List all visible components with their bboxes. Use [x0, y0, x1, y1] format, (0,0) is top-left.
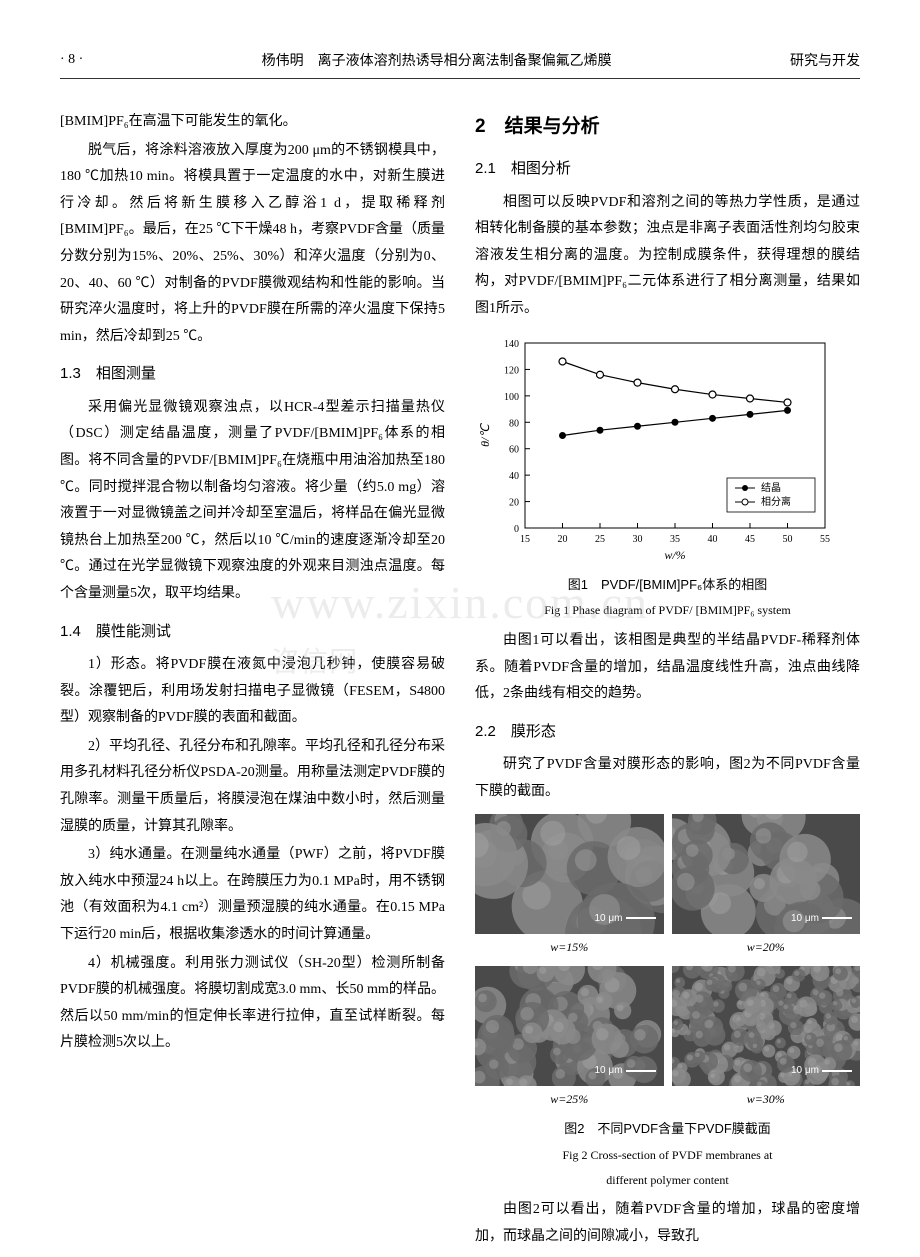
header-title: 杨伟明 离子液体溶剂热诱导相分离法制备聚偏氟乙烯膜: [262, 50, 612, 70]
body-text: [BMIM]PF₆在高温下可能发生的氧化。: [60, 109, 445, 136]
scale-bar: 10 μm: [595, 1061, 656, 1080]
sem-label: w=15%: [475, 936, 664, 959]
svg-text:20: 20: [509, 497, 519, 508]
sem-panel: 10 μm w=30%: [672, 966, 861, 1111]
subsection-2-2: 2.2 膜形态: [475, 718, 860, 747]
svg-text:35: 35: [670, 534, 680, 545]
figure-2-sem-grid: 10 μm w=15% 10 μm w=20% 10 μm w=25% 10 μ…: [475, 814, 860, 1112]
sem-panel: 10 μm w=25%: [475, 966, 664, 1111]
two-column-content: [BMIM]PF₆在高温下可能发生的氧化。 脱气后，将涂料溶液放入厚度为200 …: [60, 109, 860, 1253]
sem-image-w20: 10 μm: [672, 814, 861, 934]
svg-text:15: 15: [520, 534, 530, 545]
right-column: 2 结果与分析 2.1 相图分析 相图可以反映PVDF和溶剂之间的等热力学性质，…: [475, 109, 860, 1253]
svg-text:相分离: 相分离: [761, 495, 791, 508]
body-text: 3）纯水通量。在测量纯水通量（PWF）之前，将PVDF膜放入纯水中预湿24 h以…: [60, 842, 445, 948]
body-text: 2）平均孔径、孔径分布和孔隙率。平均孔径和孔径分布采用多孔材料孔径分析仪PSDA…: [60, 734, 445, 840]
figure-2-caption-en: Fig 2 Cross-section of PVDF membranes at: [475, 1144, 860, 1167]
svg-text:40: 40: [509, 471, 519, 482]
svg-text:60: 60: [509, 444, 519, 455]
sem-panel: 10 μm w=20%: [672, 814, 861, 959]
body-text: 1）形态。将PVDF膜在液氮中浸泡几秒钟，使膜容易破裂。涂覆钯后，利用场发射扫描…: [60, 652, 445, 732]
svg-text:45: 45: [745, 534, 755, 545]
svg-text:50: 50: [783, 534, 793, 545]
header-section: 研究与开发: [790, 50, 860, 70]
section-2: 2 结果与分析: [475, 109, 860, 145]
subsection-2-1: 2.1 相图分析: [475, 155, 860, 184]
subsection-1-4: 1.4 膜性能测试: [60, 618, 445, 647]
svg-text:55: 55: [820, 534, 830, 545]
svg-text:100: 100: [504, 391, 519, 402]
svg-text:结晶: 结晶: [761, 481, 781, 494]
svg-text:40: 40: [708, 534, 718, 545]
body-text: 由图2可以看出，随着PVDF含量的增加，球晶的密度增加，而球晶之间的间隙减小，导…: [475, 1197, 860, 1250]
scale-bar: 10 μm: [791, 909, 852, 928]
body-text: 由图1可以看出，该相图是典型的半结晶PVDF-稀释剂体系。随着PVDF含量的增加…: [475, 628, 860, 708]
sem-panel: 10 μm w=15%: [475, 814, 664, 959]
svg-text:0: 0: [514, 524, 519, 535]
scale-bar: 10 μm: [595, 909, 656, 928]
figure-1-caption-en: Fig 1 Phase diagram of PVDF/ [BMIM]PF₆ s…: [475, 599, 860, 622]
body-text: 相图可以反映PVDF和溶剂之间的等热力学性质，是通过相转化制备膜的基本参数；浊点…: [475, 190, 860, 323]
sem-image-w30: 10 μm: [672, 966, 861, 1086]
scale-bar: 10 μm: [791, 1061, 852, 1080]
subsection-1-3: 1.3 相图测量: [60, 360, 445, 389]
body-text: 脱气后，将涂料溶液放入厚度为200 μm的不锈钢模具中，180 ℃加热10 mi…: [60, 138, 445, 351]
body-text: 采用偏光显微镜观察浊点，以HCR-4型差示扫描量热仪（DSC）测定结晶温度，测量…: [60, 395, 445, 608]
figure-2-caption: 图2 不同PVDF含量下PVDF膜截面: [475, 1117, 860, 1142]
svg-text:θ/℃: θ/℃: [478, 422, 492, 446]
svg-text:20: 20: [558, 534, 568, 545]
svg-text:120: 120: [504, 365, 519, 376]
figure-1-caption: 图1 PVDF/[BMIM]PF₆体系的相图: [475, 573, 860, 598]
sem-image-w15: 10 μm: [475, 814, 664, 934]
svg-text:140: 140: [504, 339, 519, 350]
sem-image-w25: 10 μm: [475, 966, 664, 1086]
svg-text:80: 80: [509, 418, 519, 429]
sem-label: w=25%: [475, 1088, 664, 1111]
sem-label: w=30%: [672, 1088, 861, 1111]
svg-text:w/%: w/%: [664, 548, 685, 562]
body-text: 研究了PVDF含量对膜形态的影响，图2为不同PVDF含量下膜的截面。: [475, 752, 860, 805]
page-header: · 8 · 杨伟明 离子液体溶剂热诱导相分离法制备聚偏氟乙烯膜 研究与开发: [60, 50, 860, 79]
svg-text:30: 30: [633, 534, 643, 545]
page-number: · 8 ·: [60, 52, 83, 68]
sem-label: w=20%: [672, 936, 861, 959]
left-column: [BMIM]PF₆在高温下可能发生的氧化。 脱气后，将涂料溶液放入厚度为200 …: [60, 109, 445, 1253]
figure-1-chart: 15 20 25 30 35 40 45 50 55 0 20 40 60 80 100 120 140 w/% θ…: [475, 333, 860, 563]
body-text: 4）机械强度。利用张力测试仪（SH-20型）检测所制备PVDF膜的机械强度。将膜…: [60, 951, 445, 1057]
svg-text:25: 25: [595, 534, 605, 545]
figure-2-caption-en: different polymer content: [475, 1169, 860, 1192]
